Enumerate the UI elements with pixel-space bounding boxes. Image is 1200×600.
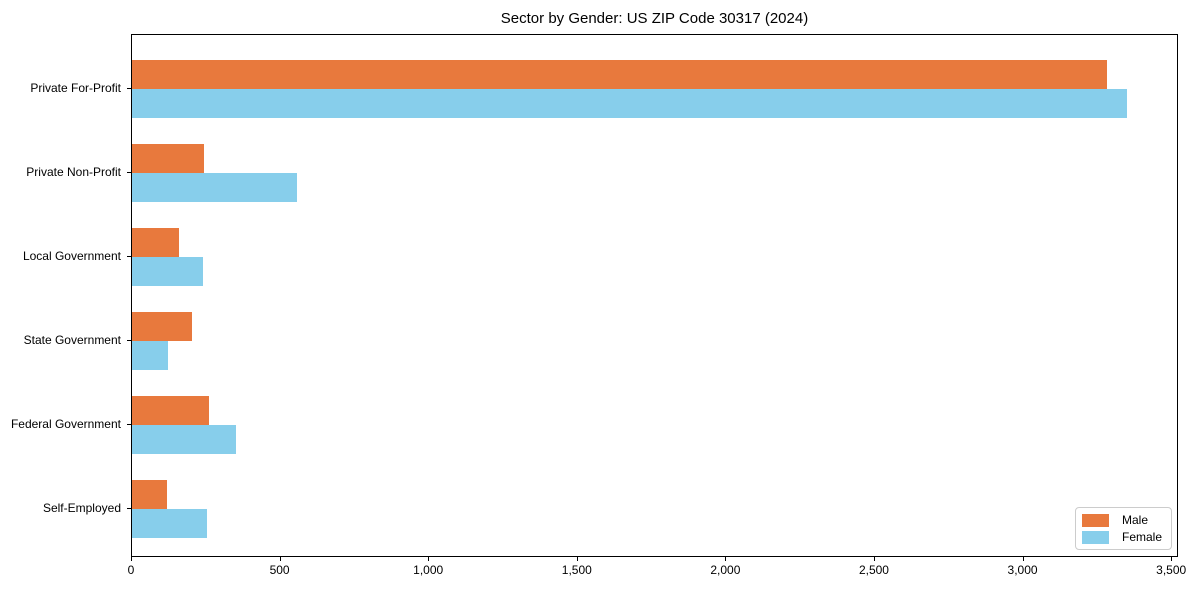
x-tick-label-2: 1,000 xyxy=(413,563,444,577)
x-tick-label-6: 3,000 xyxy=(1007,563,1038,577)
bar-female-2 xyxy=(132,257,204,286)
chart-title: Sector by Gender: US ZIP Code 30317 (202… xyxy=(500,10,809,27)
y-tick-3 xyxy=(127,340,131,341)
x-tick-0 xyxy=(131,557,132,561)
bar-male-4 xyxy=(132,396,209,425)
x-tick-7 xyxy=(1171,557,1173,561)
x-tick-5 xyxy=(873,557,875,561)
bar-male-2 xyxy=(132,228,179,257)
y-tick-1 xyxy=(127,172,131,173)
x-tick-3 xyxy=(576,557,578,561)
x-tick-4 xyxy=(725,557,727,561)
y-tick-0 xyxy=(127,88,131,89)
legend-label-female: Female xyxy=(1121,530,1162,544)
female-swatch-icon xyxy=(1081,530,1109,544)
legend: Male Female xyxy=(1074,507,1172,550)
bar-female-5 xyxy=(132,509,208,538)
y-tick-label-5: Self-Employed xyxy=(42,501,121,515)
bar-female-4 xyxy=(132,425,236,454)
x-tick-label-0: 0 xyxy=(127,563,135,577)
x-tick-6 xyxy=(1022,557,1024,561)
y-tick-4 xyxy=(127,424,131,425)
y-tick-label-3: State Government xyxy=(23,333,121,347)
y-tick-2 xyxy=(127,256,131,257)
bar-female-3 xyxy=(132,341,168,370)
y-tick-label-4: Federal Government xyxy=(10,417,121,431)
x-tick-label-1: 500 xyxy=(269,563,290,577)
x-tick-label-5: 2,500 xyxy=(858,563,889,577)
x-tick-label-3: 1,500 xyxy=(561,563,592,577)
male-swatch-icon xyxy=(1081,513,1109,527)
legend-label-male: Male xyxy=(1121,513,1148,527)
y-tick-label-2: Local Government xyxy=(22,249,121,263)
bar-male-3 xyxy=(132,312,193,341)
bar-female-0 xyxy=(132,89,1127,118)
y-tick-label-0: Private For-Profit xyxy=(30,81,121,95)
x-tick-2 xyxy=(428,557,430,561)
bar-male-1 xyxy=(132,144,204,173)
bar-male-0 xyxy=(132,60,1108,89)
plot-area xyxy=(131,34,1178,557)
legend-item-male: Male xyxy=(1081,513,1162,527)
y-tick-5 xyxy=(127,508,131,509)
x-tick-label-4: 2,000 xyxy=(710,563,741,577)
bar-male-5 xyxy=(132,480,168,509)
y-tick-label-1: Private Non-Profit xyxy=(26,165,121,179)
legend-item-female: Female xyxy=(1081,530,1162,544)
x-tick-1 xyxy=(279,557,281,561)
bar-female-1 xyxy=(132,173,297,202)
x-tick-label-7: 3,500 xyxy=(1156,563,1187,577)
